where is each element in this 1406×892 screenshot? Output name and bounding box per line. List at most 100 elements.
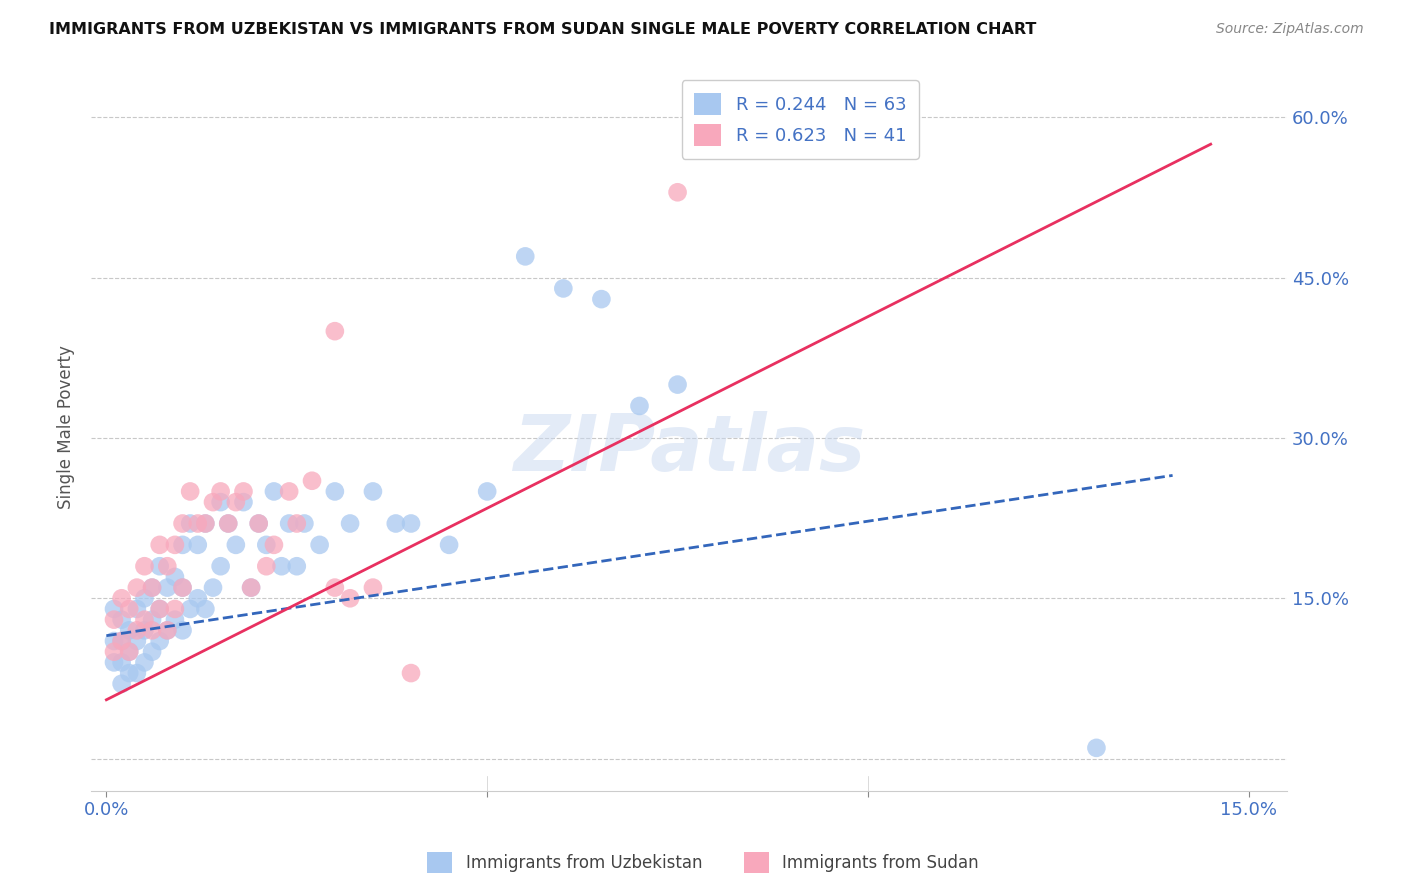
Point bbox=[156, 624, 179, 638]
Point bbox=[247, 516, 270, 531]
Point bbox=[118, 645, 141, 659]
Point bbox=[141, 581, 163, 595]
Point bbox=[591, 292, 613, 306]
Point bbox=[163, 602, 186, 616]
Point bbox=[125, 666, 148, 681]
Point bbox=[172, 624, 194, 638]
Legend: Immigrants from Uzbekistan, Immigrants from Sudan: Immigrants from Uzbekistan, Immigrants f… bbox=[420, 846, 986, 880]
Point bbox=[339, 591, 361, 606]
Point bbox=[194, 602, 217, 616]
Point bbox=[172, 581, 194, 595]
Point bbox=[163, 538, 186, 552]
Point bbox=[399, 666, 422, 681]
Point bbox=[254, 538, 277, 552]
Point bbox=[118, 645, 141, 659]
Point bbox=[187, 538, 209, 552]
Point bbox=[149, 602, 172, 616]
Point bbox=[628, 399, 651, 413]
Point bbox=[232, 484, 254, 499]
Point bbox=[134, 613, 156, 627]
Point bbox=[141, 624, 163, 638]
Point bbox=[172, 581, 194, 595]
Point bbox=[141, 581, 163, 595]
Text: Source: ZipAtlas.com: Source: ZipAtlas.com bbox=[1216, 22, 1364, 37]
Point bbox=[1085, 740, 1108, 755]
Point bbox=[399, 516, 422, 531]
Point bbox=[217, 516, 239, 531]
Point bbox=[149, 538, 172, 552]
Point bbox=[179, 602, 201, 616]
Point bbox=[209, 495, 232, 509]
Point bbox=[278, 516, 301, 531]
Point bbox=[134, 656, 156, 670]
Point bbox=[285, 516, 308, 531]
Point bbox=[110, 634, 132, 648]
Point bbox=[209, 484, 232, 499]
Point bbox=[187, 516, 209, 531]
Point bbox=[292, 516, 315, 531]
Point bbox=[125, 602, 148, 616]
Point bbox=[141, 613, 163, 627]
Point bbox=[156, 559, 179, 574]
Point bbox=[103, 602, 125, 616]
Point bbox=[225, 538, 247, 552]
Point bbox=[323, 484, 346, 499]
Point bbox=[110, 677, 132, 691]
Text: IMMIGRANTS FROM UZBEKISTAN VS IMMIGRANTS FROM SUDAN SINGLE MALE POVERTY CORRELAT: IMMIGRANTS FROM UZBEKISTAN VS IMMIGRANTS… bbox=[49, 22, 1036, 37]
Point bbox=[110, 613, 132, 627]
Point bbox=[156, 581, 179, 595]
Point bbox=[194, 516, 217, 531]
Point bbox=[209, 559, 232, 574]
Point bbox=[361, 581, 384, 595]
Point bbox=[553, 281, 575, 295]
Text: ZIPatlas: ZIPatlas bbox=[513, 411, 865, 487]
Point bbox=[308, 538, 330, 552]
Point bbox=[437, 538, 460, 552]
Point bbox=[240, 581, 263, 595]
Point bbox=[172, 516, 194, 531]
Point bbox=[118, 602, 141, 616]
Point bbox=[110, 591, 132, 606]
Point bbox=[361, 484, 384, 499]
Point bbox=[118, 666, 141, 681]
Point bbox=[134, 591, 156, 606]
Point bbox=[225, 495, 247, 509]
Point bbox=[149, 634, 172, 648]
Point bbox=[339, 516, 361, 531]
Point bbox=[475, 484, 498, 499]
Point bbox=[232, 495, 254, 509]
Point bbox=[103, 634, 125, 648]
Point bbox=[103, 656, 125, 670]
Point bbox=[179, 516, 201, 531]
Point bbox=[110, 656, 132, 670]
Point bbox=[149, 602, 172, 616]
Point bbox=[263, 484, 285, 499]
Point bbox=[125, 634, 148, 648]
Point bbox=[163, 570, 186, 584]
Point bbox=[240, 581, 263, 595]
Point bbox=[263, 538, 285, 552]
Point bbox=[103, 613, 125, 627]
Point bbox=[187, 591, 209, 606]
Point bbox=[217, 516, 239, 531]
Point bbox=[515, 249, 537, 263]
Legend: R = 0.244   N = 63, R = 0.623   N = 41: R = 0.244 N = 63, R = 0.623 N = 41 bbox=[682, 80, 920, 159]
Point bbox=[194, 516, 217, 531]
Point bbox=[285, 559, 308, 574]
Point bbox=[110, 634, 132, 648]
Point bbox=[134, 559, 156, 574]
Point bbox=[323, 324, 346, 338]
Point bbox=[156, 624, 179, 638]
Point bbox=[125, 624, 148, 638]
Point bbox=[149, 559, 172, 574]
Point bbox=[201, 581, 224, 595]
Point bbox=[301, 474, 323, 488]
Point bbox=[666, 377, 689, 392]
Y-axis label: Single Male Poverty: Single Male Poverty bbox=[58, 345, 75, 509]
Point bbox=[118, 624, 141, 638]
Point bbox=[278, 484, 301, 499]
Point bbox=[247, 516, 270, 531]
Point bbox=[323, 581, 346, 595]
Point bbox=[125, 581, 148, 595]
Point bbox=[254, 559, 277, 574]
